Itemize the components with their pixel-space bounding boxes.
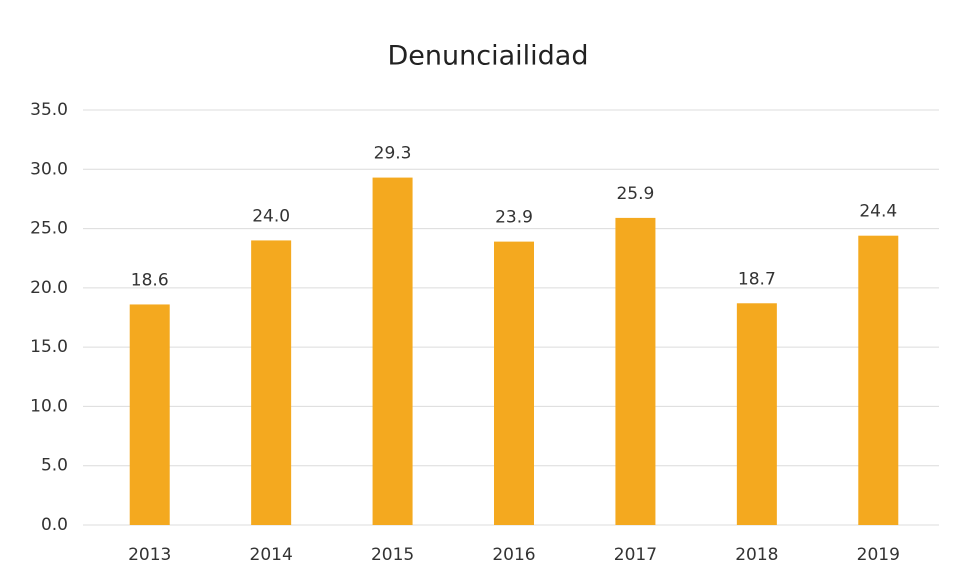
bar <box>251 240 292 525</box>
data-label: 25.9 <box>616 184 654 204</box>
y-tick-label: 0.0 <box>41 515 68 535</box>
bar <box>129 304 170 525</box>
y-tick-label: 5.0 <box>41 456 68 476</box>
bar <box>372 177 413 526</box>
x-tick-label: 2015 <box>371 545 414 565</box>
chart-title: Denunciailidad <box>388 41 589 72</box>
data-label: 24.0 <box>252 206 290 226</box>
x-tick-label: 2017 <box>614 545 657 565</box>
x-tick-label: 2013 <box>128 545 171 565</box>
data-label: 23.9 <box>495 208 533 228</box>
data-label: 24.4 <box>859 202 897 222</box>
y-tick-label: 20.0 <box>30 278 68 298</box>
x-tick-label: 2014 <box>250 545 293 565</box>
bar <box>494 241 534 525</box>
data-label: 29.3 <box>374 144 412 164</box>
y-tick-label: 10.0 <box>30 396 68 416</box>
bar <box>858 235 899 525</box>
y-tick-label: 30.0 <box>30 159 68 179</box>
data-label: 18.6 <box>131 270 169 290</box>
x-tick-label: 2018 <box>735 545 778 565</box>
y-tick-label: 15.0 <box>30 337 68 357</box>
x-tick-label: 2019 <box>857 545 900 565</box>
data-label: 18.7 <box>738 269 776 289</box>
y-tick-label: 25.0 <box>30 219 68 239</box>
bar <box>736 303 777 525</box>
bar <box>615 217 656 525</box>
y-tick-label: 35.0 <box>30 100 68 120</box>
x-tick-label: 2016 <box>492 545 535 565</box>
